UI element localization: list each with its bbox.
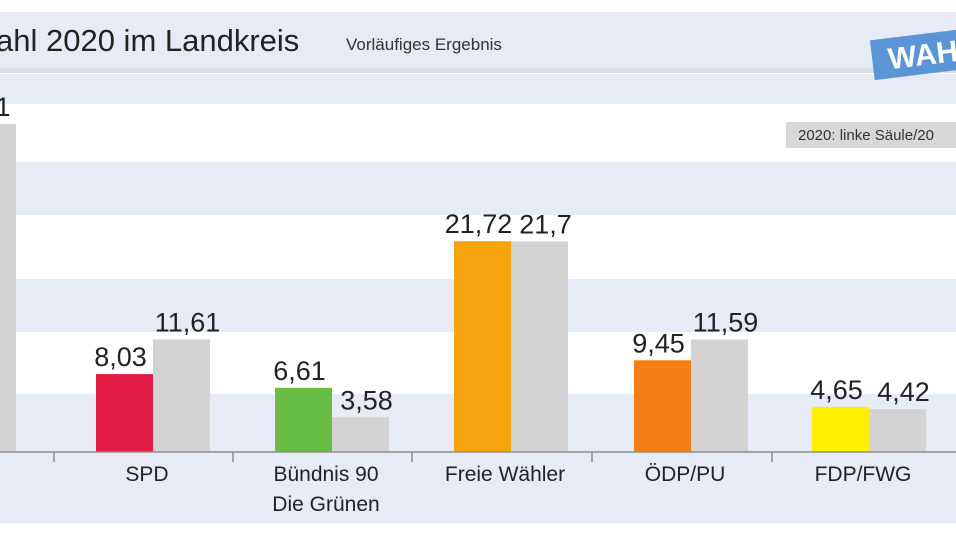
legend-box [786, 122, 956, 148]
header-band [0, 12, 956, 68]
bar-current [275, 387, 332, 452]
value-label-current: 4,65 [810, 375, 863, 405]
value-label-previous: 11,61 [155, 307, 221, 337]
category-labels: SPD Bündnis 90 Die Grünen Freie Wähler ÖDP/P… [125, 463, 911, 516]
bar-previous [869, 409, 926, 452]
bars [0, 123, 926, 453]
bar-current [96, 374, 153, 452]
category-label: Freie Wähler [445, 463, 565, 486]
bar-current [812, 406, 869, 452]
value-label-current: 8,03 [94, 342, 147, 372]
value-label-current: 21,72 [445, 209, 513, 239]
chart-title: ahl 2020 im Landkreis [0, 23, 299, 58]
bar-previous [511, 241, 568, 452]
value-label-current: 9,45 [632, 328, 685, 358]
category-label: FDP/FWG [815, 463, 912, 486]
legend-text: 2020: linke Säule/20 [798, 127, 934, 144]
category-label: ÖDP/PU [645, 463, 726, 486]
value-labels: 1 8,03 11,61 6,61 3,58 21,72 21,7 9,45 11,59 4,65… [0, 92, 930, 415]
x-axis [0, 451, 956, 462]
category-label: SPD [125, 463, 168, 486]
value-label-previous: 21,7 [519, 209, 572, 239]
category-label: Bündnis 90 [273, 463, 378, 486]
bar-previous [153, 339, 210, 452]
chart-subtitle: Vorläufiges Ergebnis [346, 35, 502, 54]
wahl-badge-background [869, 28, 956, 81]
value-label-previous: 4,42 [877, 377, 930, 407]
grid-band [0, 74, 956, 104]
value-label-partial: 1 [0, 92, 11, 122]
bar-current [454, 241, 511, 452]
wahl-badge: WAH [869, 28, 956, 81]
value-label-current: 6,61 [273, 356, 326, 386]
bar-current [634, 360, 691, 452]
wahl-badge-text: WAH [886, 35, 956, 76]
bar-partial-previous [0, 123, 16, 453]
value-label-previous: 3,58 [340, 385, 393, 415]
footer-band [0, 453, 956, 523]
bar-previous [332, 417, 389, 452]
bar-previous [691, 339, 748, 452]
header-divider [0, 68, 956, 73]
category-label: Die Grünen [272, 493, 379, 516]
value-label-previous: 11,59 [693, 308, 759, 338]
grid-band [0, 162, 956, 215]
